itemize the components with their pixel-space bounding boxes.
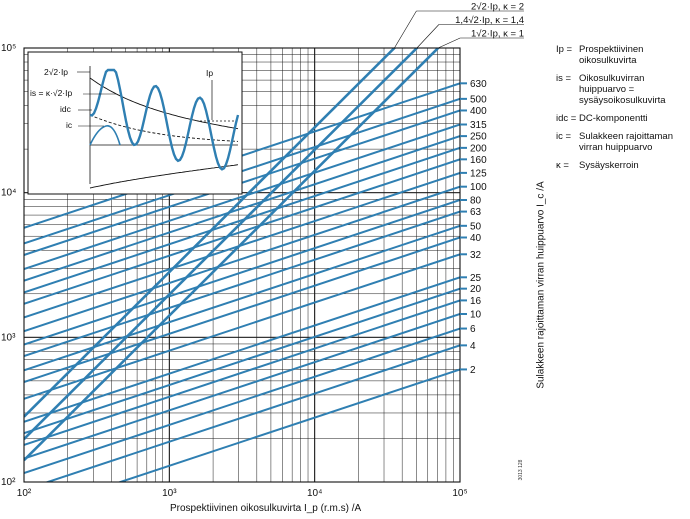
inset-limited-current	[89, 125, 121, 146]
legend-text: Sysäyskerroin	[579, 160, 639, 171]
reference-line-label: 1,4√2·Ip, κ = 1,4	[455, 15, 524, 26]
fuse-rating-label: 125	[470, 168, 487, 179]
fuse-curve	[24, 210, 460, 358]
legend-text: Sulakkeen rajoittaman virran huippuarvo	[579, 131, 673, 153]
fuse-curve	[24, 135, 460, 282]
legend-text: DC-komponentti	[579, 113, 648, 124]
inset-current-waveform	[89, 68, 240, 171]
fuse-rating-label: 32	[470, 250, 482, 261]
legend-row-ic: ic = Sulakkeen rajoittaman virran huippu…	[556, 131, 690, 153]
inset-label-ic: ic	[66, 120, 73, 130]
fuse-curve	[24, 146, 460, 294]
legend-text: Oikosulkuvirran huippuarvo = sysäysoikos…	[579, 73, 666, 106]
fuse-curve	[24, 299, 460, 446]
legend-symbol: idc =	[556, 113, 577, 124]
x-tick-label: 10⁴	[307, 488, 322, 499]
fuse-curve	[24, 287, 460, 435]
curve-labels: 2√2·Ip, κ = 2 1,4√2·Ip, κ = 1,4 1√2·Ip, κ …	[394, 2, 524, 376]
fuse-curve	[44, 344, 460, 482]
x-axis-label: Prospektiivinen oikosulkuvirta I_p (r.m.…	[170, 503, 362, 514]
inset-label-ip: Ip	[206, 68, 213, 78]
fuse-rating-label: 10	[470, 309, 482, 320]
reference-leader	[438, 37, 461, 49]
legend-row-is: is = Oikosulkuvirran huippuarvo = sysäys…	[556, 73, 690, 106]
document-code: 3013 128	[518, 459, 524, 481]
y-tick-label: 10²	[1, 477, 16, 488]
reference-line-label: 2√2·Ip, κ = 2	[471, 2, 524, 13]
fuse-curve	[24, 171, 460, 319]
fuse-rating-label: 50	[470, 221, 482, 232]
y-tick-label: 10⁵	[1, 43, 16, 54]
fuse-curve	[24, 158, 460, 305]
fuse-rating-label: 100	[470, 182, 487, 193]
fuse-curve	[24, 327, 460, 475]
fuse-rating-label: 40	[470, 233, 482, 244]
fuse-rating-label: 63	[470, 207, 482, 218]
x-tick-label: 10⁵	[452, 488, 467, 499]
fuse-rating-label: 400	[470, 106, 487, 117]
fuse-curve	[24, 185, 460, 333]
reference-leader	[416, 24, 440, 49]
inset-lower-envelope	[89, 164, 239, 189]
x-tick-label: 10³	[162, 488, 177, 499]
y-tick-label: 10³	[1, 332, 16, 343]
legend-symbol: is =	[556, 73, 572, 84]
fuse-curve	[24, 236, 460, 383]
legend: Ip = Prospektiivinen oikosulkuvirta is =…	[556, 44, 690, 178]
fuse-rating-label: 80	[470, 195, 482, 206]
fuse-rating-label: 6	[470, 324, 476, 335]
fuse-curve	[24, 276, 460, 423]
legend-row-idc: idc = DC-komponentti	[556, 113, 690, 124]
inset-label-is: is = κ·√2·Ip	[30, 88, 72, 98]
fuse-rating-label: 200	[470, 143, 487, 154]
fuse-curve	[117, 368, 460, 482]
legend-text: Prospektiivinen oikosulkuvirta	[579, 44, 644, 66]
reference-line	[24, 48, 419, 441]
fuse-curve	[24, 224, 460, 372]
fuse-rating-label: 160	[470, 155, 487, 166]
inset-label-idc: idc	[60, 104, 72, 114]
fuse-rating-label: 315	[470, 120, 487, 131]
fuse-rating-label: 25	[470, 273, 482, 284]
legend-row-kappa: κ = Sysäyskerroin	[556, 160, 690, 171]
fuse-rating-label: 16	[470, 296, 482, 307]
fuse-rating-label: 20	[470, 284, 482, 295]
reference-leader	[394, 10, 417, 49]
legend-row-ip: Ip = Prospektiivinen oikosulkuvirta	[556, 44, 690, 66]
y-tick-label: 10⁴	[1, 188, 16, 199]
curves	[24, 48, 460, 482]
reference-line-label: 1√2·Ip, κ = 1	[471, 29, 524, 40]
inset-label-2sqrt2: 2√2·Ip	[44, 67, 68, 77]
legend-symbol: κ =	[556, 160, 569, 171]
axes	[23, 47, 461, 483]
fuse-rating-label: 4	[470, 341, 476, 352]
tick-labels: 10² 10³ 10⁴ 10⁵ 10² 10³ 10⁴ 10⁵	[1, 43, 468, 499]
legend-symbol: Ip =	[556, 44, 573, 55]
fuse-curve	[24, 313, 460, 460]
legend-symbol: ic =	[556, 131, 572, 142]
fuse-rating-label: 500	[470, 94, 487, 105]
x-tick-label: 10²	[17, 488, 32, 499]
reference-line	[24, 48, 440, 462]
y-axis-label: Sulakkeen rajoittaman virran huippuarvo …	[535, 181, 547, 389]
reference-line	[24, 48, 397, 418]
fuse-curve	[24, 199, 460, 346]
fuse-curve	[24, 123, 460, 270]
fuse-rating-label: 2	[470, 365, 476, 376]
fuse-curve	[24, 253, 460, 400]
fuse-rating-label: 250	[470, 132, 487, 143]
inset-waveform-diagram: 2√2·Ip is = κ·√2·Ip idc ic Ip	[27, 51, 243, 195]
fuse-rating-label: 630	[470, 79, 487, 90]
